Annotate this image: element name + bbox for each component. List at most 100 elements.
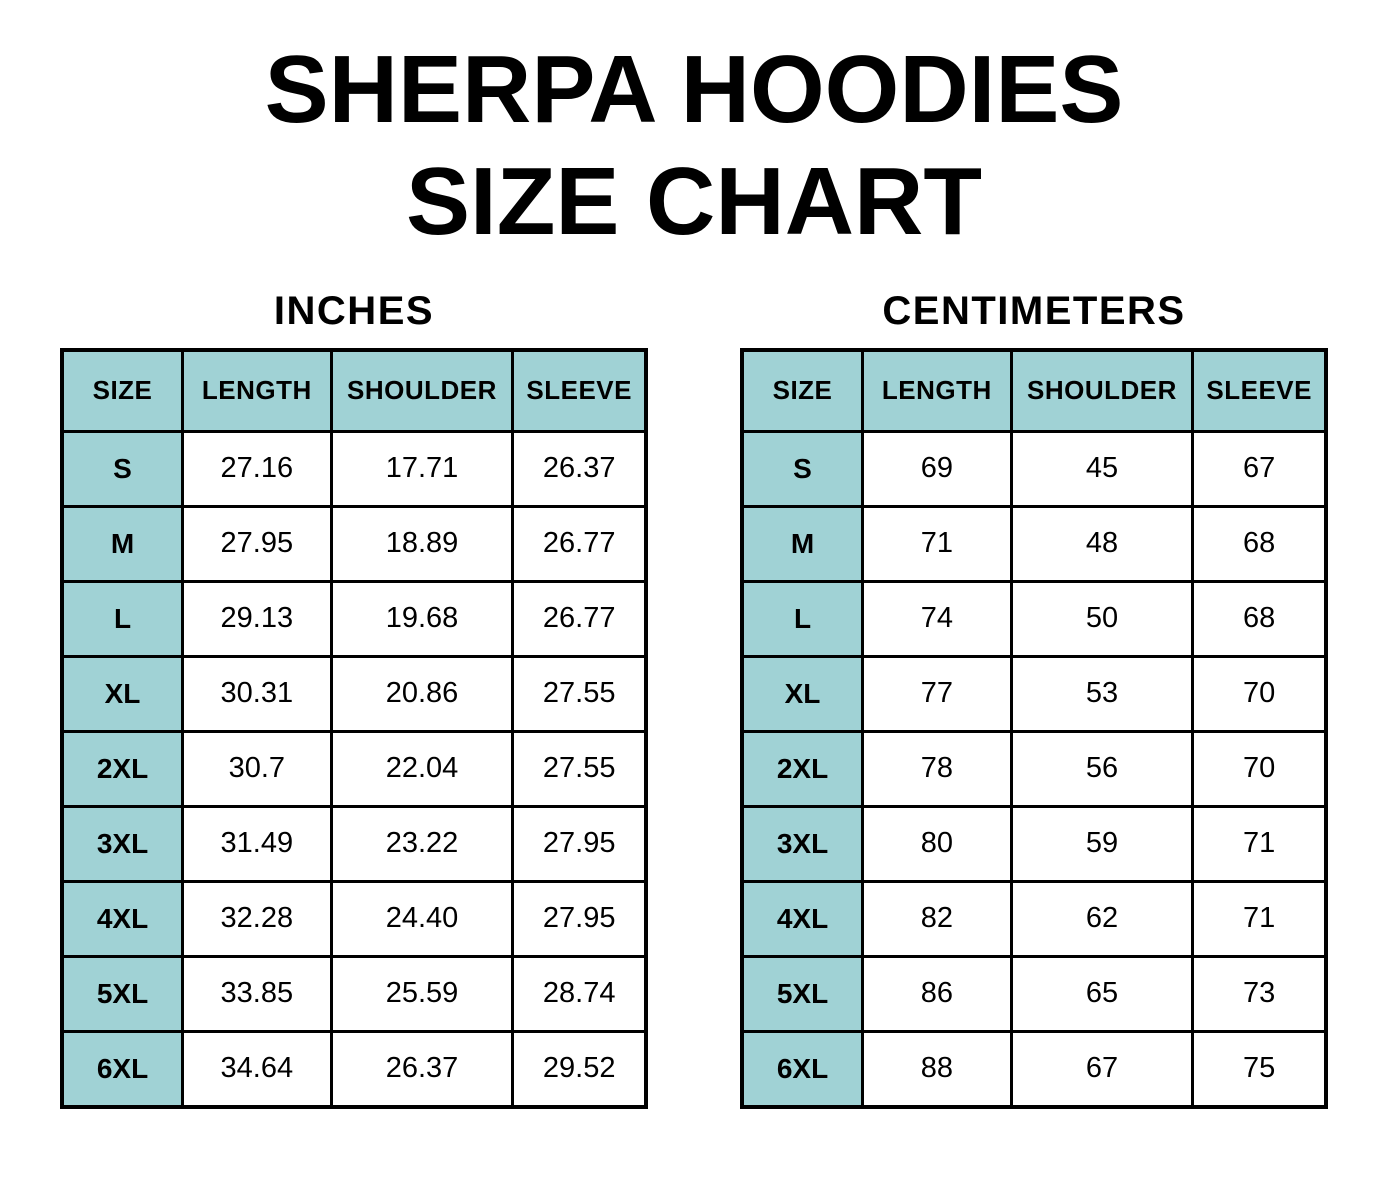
measurement-cell: 74 (861, 579, 1013, 658)
measurement-cell: 86 (861, 954, 1013, 1033)
measurement-cell: 28.74 (511, 954, 648, 1033)
measurement-cell: 80 (861, 804, 1013, 883)
measurement-cell: 19.68 (329, 579, 515, 658)
table-row: XL 30.31 20.86 27.55 (60, 654, 648, 733)
table-row: 3XL 31.49 23.22 27.95 (60, 804, 648, 883)
measurement-cell: 71 (1191, 804, 1328, 883)
measurement-cell: 68 (1191, 504, 1328, 583)
centimeters-heading: CENTIMETERS (882, 288, 1186, 333)
table-row: S 27.16 17.71 26.37 (60, 429, 648, 508)
measurement-cell: 33.85 (181, 954, 333, 1033)
column-header-length: LENGTH (861, 348, 1013, 433)
size-cell: 3XL (60, 804, 185, 883)
table-row: 4XL 32.28 24.40 27.95 (60, 879, 648, 958)
size-cell: XL (740, 654, 865, 733)
measurement-cell: 26.37 (511, 429, 648, 508)
measurement-cell: 26.37 (329, 1029, 515, 1109)
table-row: L 29.13 19.68 26.77 (60, 579, 648, 658)
measurement-cell: 20.86 (329, 654, 515, 733)
measurement-cell: 67 (1191, 429, 1328, 508)
measurement-cell: 56 (1009, 729, 1195, 808)
measurement-cell: 75 (1191, 1029, 1328, 1109)
measurement-cell: 24.40 (329, 879, 515, 958)
size-cell: 5XL (740, 954, 865, 1033)
measurement-cell: 18.89 (329, 504, 515, 583)
measurement-cell: 22.04 (329, 729, 515, 808)
size-cell: L (740, 579, 865, 658)
measurement-cell: 67 (1009, 1029, 1195, 1109)
table-row: M 27.95 18.89 26.77 (60, 504, 648, 583)
size-cell: 2XL (60, 729, 185, 808)
size-cell: 4XL (740, 879, 865, 958)
measurement-cell: 27.55 (511, 654, 648, 733)
measurement-cell: 27.55 (511, 729, 648, 808)
measurement-cell: 88 (861, 1029, 1013, 1109)
measurement-cell: 23.22 (329, 804, 515, 883)
table-row: 5XL 33.85 25.59 28.74 (60, 954, 648, 1033)
table-row: 5XL 86 65 73 (740, 954, 1328, 1033)
measurement-cell: 27.95 (181, 504, 333, 583)
column-header-sleeve: SLEEVE (1191, 348, 1328, 433)
measurement-cell: 27.16 (181, 429, 333, 508)
table-row: S 69 45 67 (740, 429, 1328, 508)
column-header-shoulder: SHOULDER (1009, 348, 1195, 433)
measurement-cell: 71 (861, 504, 1013, 583)
tables-container: INCHES SIZE LENGTH SHOULDER SLEEVE S 27.16 17.… (0, 289, 1388, 1109)
measurement-cell: 34.64 (181, 1029, 333, 1109)
measurement-cell: 59 (1009, 804, 1195, 883)
measurement-cell: 78 (861, 729, 1013, 808)
page-title: SHERPA HOODIES SIZE CHART (0, 34, 1388, 259)
table-row: 2XL 78 56 70 (740, 729, 1328, 808)
measurement-cell: 82 (861, 879, 1013, 958)
measurement-cell: 30.7 (181, 729, 333, 808)
size-cell: M (60, 504, 185, 583)
table-row: M 71 48 68 (740, 504, 1328, 583)
column-header-shoulder: SHOULDER (329, 348, 515, 433)
measurement-cell: 26.77 (511, 504, 648, 583)
measurement-cell: 30.31 (181, 654, 333, 733)
measurement-cell: 32.28 (181, 879, 333, 958)
measurement-cell: 69 (861, 429, 1013, 508)
title-line-2: SIZE CHART (406, 148, 982, 256)
inches-table-section: INCHES SIZE LENGTH SHOULDER SLEEVE S 27.16 17.… (60, 289, 648, 1109)
table-row: L 74 50 68 (740, 579, 1328, 658)
measurement-cell: 27.95 (511, 804, 648, 883)
size-cell: XL (60, 654, 185, 733)
measurement-cell: 48 (1009, 504, 1195, 583)
size-cell: L (60, 579, 185, 658)
measurement-cell: 45 (1009, 429, 1195, 508)
table-row: 6XL 88 67 75 (740, 1029, 1328, 1109)
measurement-cell: 25.59 (329, 954, 515, 1033)
measurement-cell: 29.13 (181, 579, 333, 658)
inches-size-table: SIZE LENGTH SHOULDER SLEEVE S 27.16 17.71 26.37… (60, 347, 648, 1109)
column-header-size: SIZE (740, 348, 865, 433)
measurement-cell: 17.71 (329, 429, 515, 508)
inches-heading: INCHES (273, 288, 435, 333)
centimeters-size-table: SIZE LENGTH SHOULDER SLEEVE S 69 45 67 M 71 48 68 L 7… (740, 347, 1328, 1109)
header-row: SIZE LENGTH SHOULDER SLEEVE (60, 348, 648, 433)
table-row: XL 77 53 70 (740, 654, 1328, 733)
measurement-cell: 29.52 (511, 1029, 648, 1109)
size-cell: S (60, 429, 185, 508)
column-header-sleeve: SLEEVE (511, 348, 648, 433)
column-header-length: LENGTH (181, 348, 333, 433)
measurement-cell: 68 (1191, 579, 1328, 658)
measurement-cell: 65 (1009, 954, 1195, 1033)
size-cell: 2XL (740, 729, 865, 808)
table-row: 4XL 82 62 71 (740, 879, 1328, 958)
measurement-cell: 31.49 (181, 804, 333, 883)
title-line-1: SHERPA HOODIES (264, 36, 1124, 143)
size-cell: S (740, 429, 865, 508)
size-cell: 5XL (60, 954, 185, 1033)
size-cell: M (740, 504, 865, 583)
size-cell: 6XL (740, 1029, 865, 1109)
centimeters-table-section: CENTIMETERS SIZE LENGTH SHOULDER SLEEVE S 69 4… (740, 289, 1328, 1109)
size-cell: 6XL (60, 1029, 185, 1109)
size-cell: 4XL (60, 879, 185, 958)
table-row: 3XL 80 59 71 (740, 804, 1328, 883)
measurement-cell: 26.77 (511, 579, 648, 658)
measurement-cell: 27.95 (511, 879, 648, 958)
column-header-size: SIZE (60, 348, 185, 433)
measurement-cell: 70 (1191, 729, 1328, 808)
